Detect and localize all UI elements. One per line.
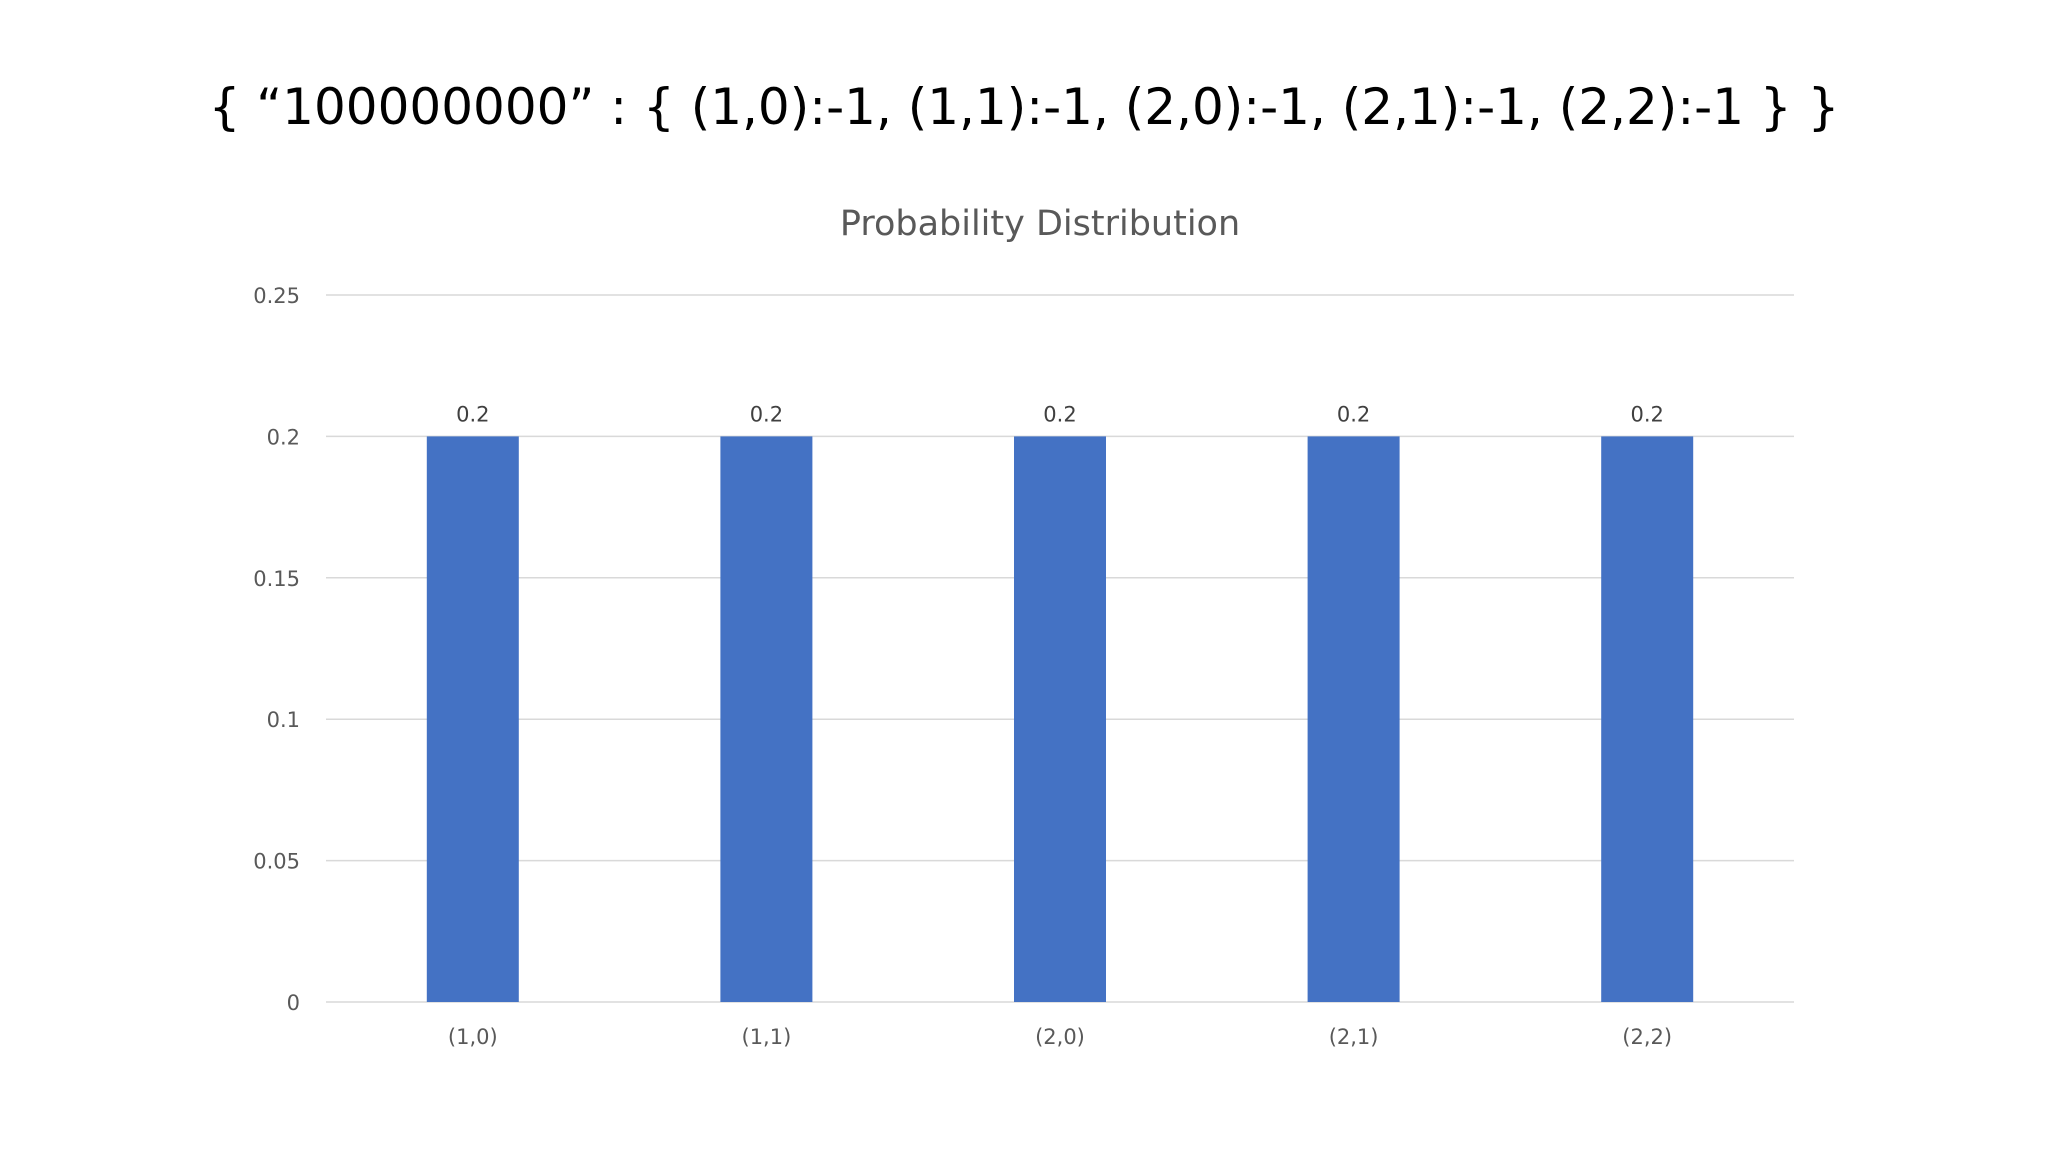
- bar: [1307, 436, 1400, 1002]
- bar: [426, 436, 519, 1002]
- data-label: 0.2: [1630, 402, 1663, 426]
- x-axis-ticks: (1,0) (1,1) (2,0) (2,1) (2,2): [448, 1025, 1672, 1049]
- data-label: 0.2: [750, 402, 783, 426]
- x-tick-label: (1,1): [742, 1025, 792, 1049]
- data-label: 0.2: [1337, 402, 1370, 426]
- x-tick-label: (2,2): [1622, 1025, 1672, 1049]
- bars: [426, 436, 1694, 1002]
- data-label: 0.2: [1043, 402, 1076, 426]
- y-tick-label: 0.1: [267, 708, 300, 732]
- bar: [1014, 436, 1106, 1002]
- slide-title: { “100000000” : { (1,0):-1, (1,1):-1, (2…: [208, 78, 1840, 136]
- x-tick-label: (2,1): [1329, 1025, 1379, 1049]
- y-tick-label: 0: [287, 991, 300, 1015]
- y-axis-ticks: 0 0.05 0.1 0.15 0.2 0.25: [253, 284, 300, 1015]
- y-tick-label: 0.15: [253, 567, 300, 591]
- y-tick-label: 0.2: [267, 425, 300, 449]
- bar: [1601, 436, 1694, 1002]
- data-labels: 0.2 0.2 0.2 0.2 0.2: [456, 402, 1664, 426]
- x-tick-label: (2,0): [1035, 1025, 1085, 1049]
- bar: [720, 436, 813, 1002]
- chart-title: Probability Distribution: [840, 204, 1240, 244]
- y-tick-label: 0.05: [253, 850, 300, 874]
- y-tick-label: 0.25: [253, 284, 300, 308]
- x-tick-label: (1,0): [448, 1025, 498, 1049]
- data-label: 0.2: [456, 402, 489, 426]
